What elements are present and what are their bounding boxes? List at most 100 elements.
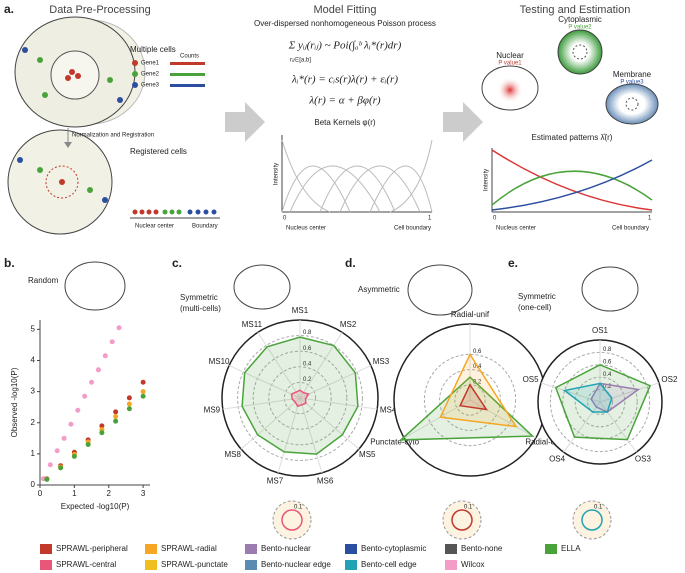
subtitle: Beta Kernels φ(r)	[314, 118, 376, 127]
legend-label: Bento-nuclear	[261, 544, 311, 553]
r-tick-label: 0.4	[303, 361, 312, 367]
legend-swatch	[40, 560, 52, 570]
label: Counts	[180, 54, 199, 60]
gene-label: Gene3	[141, 83, 160, 89]
point	[113, 418, 119, 424]
spoke	[240, 397, 301, 450]
radar-polygon	[439, 352, 518, 428]
y-tick-label: 5	[31, 324, 36, 333]
x-tick-label: 0	[38, 489, 43, 498]
axis-label: MS5	[359, 450, 376, 459]
legend-swatch	[40, 544, 52, 554]
point	[102, 353, 108, 359]
legend-swatch	[145, 544, 157, 554]
axis-label: Radial-unif	[451, 310, 490, 319]
section-title: Model Fitting	[314, 4, 377, 16]
section-title: Data Pre-Processing	[49, 4, 151, 16]
tick-label: 0	[283, 216, 287, 222]
point	[61, 435, 67, 441]
point	[140, 379, 146, 385]
formula-sub: rᵢⱼ∈[a,b]	[290, 57, 311, 64]
cell-illustration	[7, 16, 220, 235]
axis-label: MS10	[209, 357, 230, 366]
gene-label: Gene1	[141, 61, 160, 67]
panel-label: c.	[172, 256, 182, 270]
axis-label: OS1	[592, 326, 609, 335]
kernel-curves	[281, 135, 433, 213]
axis-label: Intensity	[274, 163, 280, 185]
axis-label: OS5	[523, 375, 540, 384]
inset	[572, 500, 612, 540]
grid-ring	[423, 353, 517, 447]
radar-polygon	[290, 389, 310, 408]
r-tick-label: 0.8	[303, 330, 312, 336]
pattern-name: Membrane	[613, 70, 652, 79]
grid-ring	[549, 351, 651, 453]
inset	[442, 500, 482, 540]
spoke	[299, 332, 343, 399]
point	[95, 367, 101, 373]
subtitle: Estimated patterns λ̂(r)	[532, 133, 613, 142]
y-tick-label: 2	[31, 418, 36, 427]
point	[113, 409, 119, 415]
pattern-cells	[481, 29, 659, 213]
legend-label: SPRAWL-radial	[161, 544, 217, 553]
point	[54, 448, 60, 454]
x-tick-label: 2	[107, 489, 112, 498]
legend-label: Bento-none	[461, 544, 503, 553]
spoke	[299, 365, 372, 399]
spoke	[540, 382, 601, 403]
axis-label: Intensity	[484, 169, 490, 191]
point	[82, 393, 88, 399]
point	[109, 339, 115, 345]
r-tick-label: 0.6	[473, 349, 482, 355]
tick-label: 0	[493, 216, 497, 222]
spoke	[299, 397, 323, 473]
inset-ring	[281, 509, 303, 531]
legend-swatch	[245, 544, 257, 554]
point	[116, 325, 122, 331]
point	[126, 401, 132, 407]
legend-swatch	[145, 560, 157, 570]
spoke	[299, 397, 378, 410]
point	[140, 389, 146, 395]
r-tick-label: 0.6	[603, 359, 612, 365]
panel-label: e.	[508, 256, 518, 270]
legend-label: Bento-cell edge	[361, 560, 417, 569]
point	[99, 430, 105, 436]
radar-polygon	[241, 336, 359, 455]
arrow	[225, 102, 265, 142]
axis-label: Nucleus center	[286, 226, 326, 232]
legend-swatch	[345, 560, 357, 570]
legend-label: Wilcox	[461, 560, 485, 569]
axis-label: MS1	[292, 306, 309, 315]
y-tick-label: 3	[31, 387, 36, 396]
panel-label: d.	[345, 256, 356, 270]
r-tick-label: 0.2	[303, 377, 312, 383]
point	[47, 462, 53, 468]
spoke	[599, 401, 637, 453]
r-tick-label: 0.6	[303, 346, 312, 352]
spoke	[299, 397, 360, 450]
point	[75, 407, 81, 413]
label: Registered cells	[130, 147, 187, 156]
grid-ring	[439, 369, 501, 431]
axis-label: OS3	[635, 455, 652, 464]
axis-label: Radial-cyto	[525, 438, 566, 447]
axis-label: OS2	[661, 375, 678, 384]
inset-ring	[451, 509, 473, 531]
grid-ring	[587, 389, 613, 415]
formula: λᵢ*(r) = cᵢs(r)λ(r) + εᵢ(r)	[291, 74, 398, 86]
subtitle: Over-dispersed nonhomogeneous Poisson pr…	[254, 19, 436, 28]
legend-swatch	[445, 560, 457, 570]
panel-title: Symmetric	[518, 292, 556, 301]
point	[99, 423, 105, 429]
spoke	[277, 397, 301, 473]
y-tick-label: 0	[31, 480, 36, 489]
legend-label: Bento-nuclear edge	[261, 560, 331, 569]
inset-label: 0.1	[594, 505, 603, 511]
cell-icon	[407, 264, 473, 316]
cell-icon	[233, 264, 291, 310]
